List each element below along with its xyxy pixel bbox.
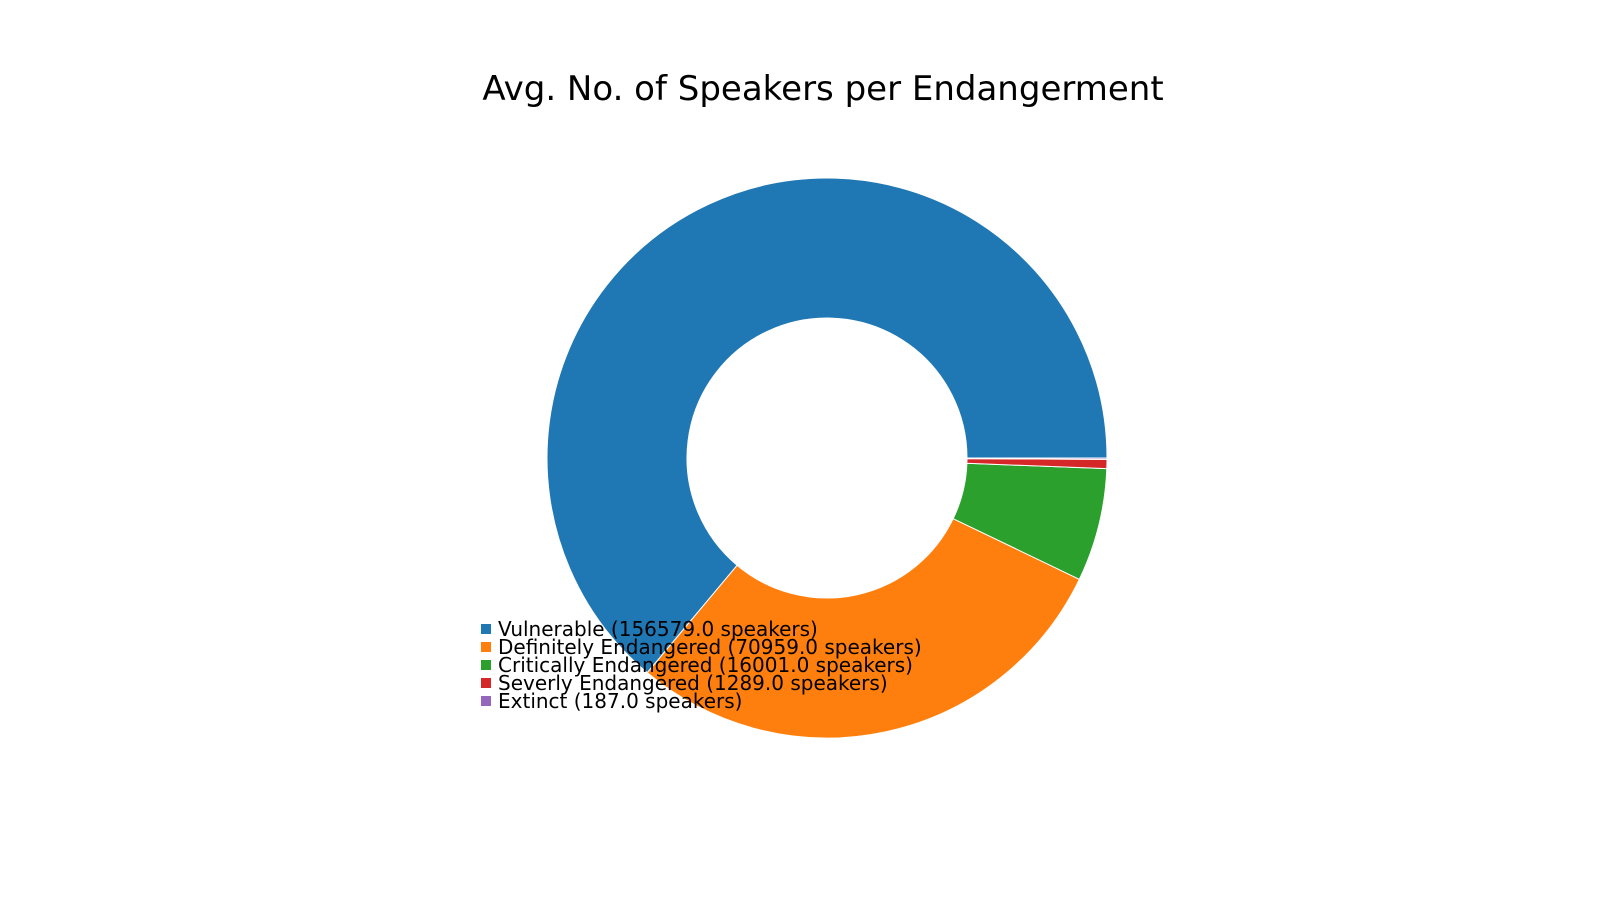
- slice-definitely-endangered: [646, 517, 1081, 739]
- slice-extinct: [966, 457, 1108, 460]
- slice-vulnerable: [546, 177, 1108, 674]
- donut-slices: [546, 177, 1108, 739]
- chart-title: Avg. No. of Speakers per Endangerment: [482, 69, 1163, 109]
